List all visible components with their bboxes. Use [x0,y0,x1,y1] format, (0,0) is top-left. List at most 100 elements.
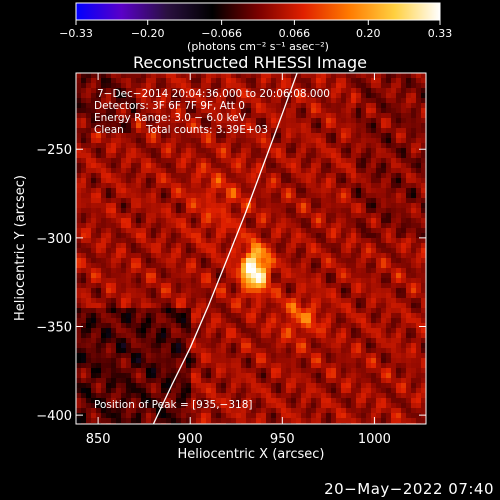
heatmap-cell [236,168,242,174]
heatmap-cell [291,193,297,199]
heatmap-cell [301,268,307,274]
heatmap-cell [136,168,142,174]
heatmap-cell [241,413,247,419]
heatmap-cell [86,223,92,229]
heatmap-cell [366,98,372,104]
heatmap-cell [196,398,202,404]
heatmap-cell [246,268,252,274]
heatmap-cell [411,203,417,209]
heatmap-cell [321,133,327,139]
heatmap-cell [416,228,422,234]
heatmap-cell [381,283,387,289]
heatmap-cell [106,353,112,359]
heatmap-cell [316,273,322,279]
heatmap-cell [266,198,272,204]
heatmap-cell [381,313,387,319]
heatmap-cell [256,148,262,154]
heatmap-cell [171,388,177,394]
heatmap-cell [196,163,202,169]
heatmap-cell [236,318,242,324]
heatmap-cell [276,323,282,329]
heatmap-cell [116,133,122,139]
heatmap-cell [146,393,152,399]
heatmap-cell [236,273,242,279]
heatmap-cell [296,203,302,209]
heatmap-cell [256,128,262,134]
heatmap-cell [111,363,117,369]
heatmap-cell [246,108,252,114]
heatmap-cell [126,148,132,154]
heatmap-cell [261,83,267,89]
heatmap-cell [401,418,407,424]
heatmap-cell [211,333,217,339]
heatmap-cell [406,73,412,79]
heatmap-cell [176,123,182,129]
heatmap-cell [366,368,372,374]
heatmap-cell [336,393,342,399]
heatmap-cell [106,73,112,79]
heatmap-cell [171,278,177,284]
heatmap-cell [136,353,142,359]
heatmap-cell [406,358,412,364]
heatmap-cell [326,313,332,319]
heatmap-cell [101,378,107,384]
heatmap-cell [91,308,97,314]
heatmap-cell [306,278,312,284]
heatmap-cell [231,83,237,89]
heatmap-cell [241,128,247,134]
heatmap-cell [206,98,212,104]
heatmap-cell [381,263,387,269]
heatmap-cell [211,323,217,329]
heatmap-cell [396,148,402,154]
heatmap-cell [166,328,172,334]
heatmap-cell [366,193,372,199]
heatmap-cell [326,83,332,89]
heatmap-cell [236,303,242,309]
heatmap-cell [391,238,397,244]
heatmap-cell [241,118,247,124]
heatmap-cell [401,368,407,374]
heatmap-cell [376,418,382,424]
heatmap-cell [356,338,362,344]
heatmap-cell [321,253,327,259]
heatmap-cell [216,348,222,354]
heatmap-cell [206,108,212,114]
heatmap-cell [151,373,157,379]
heatmap-cell [181,228,187,234]
heatmap-cell [291,368,297,374]
heatmap-cell [111,358,117,364]
heatmap-cell [166,83,172,89]
heatmap-cell [111,83,117,89]
heatmap-cell [251,273,257,279]
heatmap-cell [231,413,237,419]
heatmap-cell [206,183,212,189]
heatmap-cell [326,93,332,99]
heatmap-cell [246,143,252,149]
heatmap-cell [246,338,252,344]
heatmap-cell [231,158,237,164]
heatmap-cell [201,183,207,189]
heatmap-cell [346,173,352,179]
heatmap-cell [106,208,112,214]
heatmap-cell [376,208,382,214]
heatmap-cell [216,283,222,289]
heatmap-cell [416,358,422,364]
heatmap-cell [421,98,426,104]
heatmap-cell [166,108,172,114]
heatmap-cell [91,148,97,154]
heatmap-cell [366,383,372,389]
heatmap-cell [396,313,402,319]
heatmap-cell [246,373,252,379]
heatmap-cell [391,273,397,279]
heatmap-cell [366,243,372,249]
heatmap-cell [406,83,412,89]
heatmap-cell [381,73,387,79]
heatmap-cell [421,393,426,399]
heatmap-cell [161,248,167,254]
heatmap-cell [401,358,407,364]
heatmap-cell [226,118,232,124]
heatmap-cell [266,123,272,129]
heatmap-cell [101,323,107,329]
heatmap-cell [246,323,252,329]
heatmap-cell [316,203,322,209]
